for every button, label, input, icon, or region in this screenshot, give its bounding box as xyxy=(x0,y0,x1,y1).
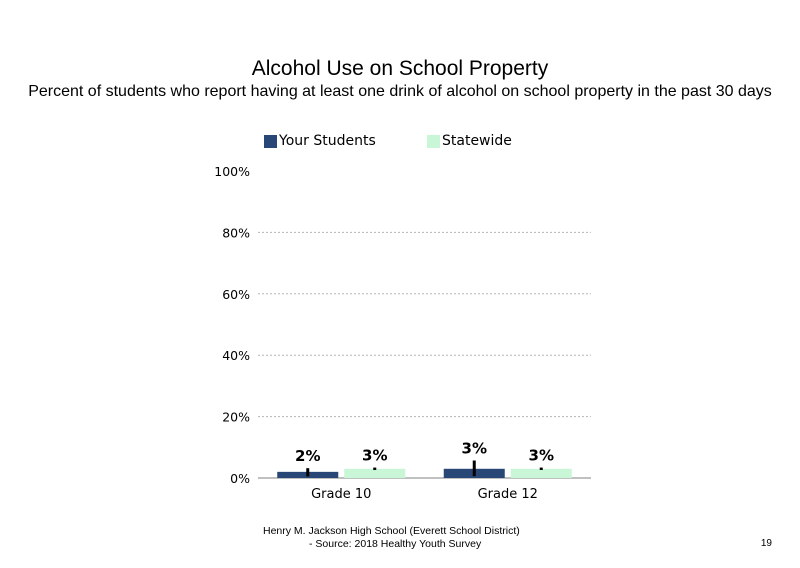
y-tick-label: 20% xyxy=(222,410,250,425)
footer-school: Henry M. Jackson High School (Everett Sc… xyxy=(263,525,520,537)
data-label: 3% xyxy=(362,447,387,465)
y-tick-label: 60% xyxy=(222,287,250,302)
x-tick-label: Grade 12 xyxy=(478,487,538,502)
y-tick-label: 0% xyxy=(230,471,250,486)
bar xyxy=(510,468,572,478)
data-label: 2% xyxy=(295,447,320,465)
y-tick-label: 100% xyxy=(214,164,250,179)
data-label: 3% xyxy=(462,440,487,458)
page-number: 19 xyxy=(760,538,772,549)
footer: Henry M. Jackson High School (Everett Sc… xyxy=(263,525,520,551)
legend-swatch-your-students xyxy=(264,134,277,148)
chart-subtitle: Percent of students who report having at… xyxy=(28,83,772,100)
footer-source: - Source: 2018 Healthy Youth Survey xyxy=(309,538,482,550)
legend-item-your-students: Your Students xyxy=(264,133,376,149)
legend-label-your-students: Your Students xyxy=(279,133,376,149)
data-label: 3% xyxy=(529,447,554,465)
y-tick-label: 80% xyxy=(222,225,250,240)
legend-swatch-statewide xyxy=(427,134,440,148)
chart-title: Alcohol Use on School Property xyxy=(251,57,549,80)
bar xyxy=(344,468,406,478)
y-tick-label: 40% xyxy=(222,348,250,363)
x-tick-label: Grade 10 xyxy=(311,487,371,502)
legend-label-statewide: Statewide xyxy=(442,133,512,149)
legend-item-statewide: Statewide xyxy=(427,133,512,149)
